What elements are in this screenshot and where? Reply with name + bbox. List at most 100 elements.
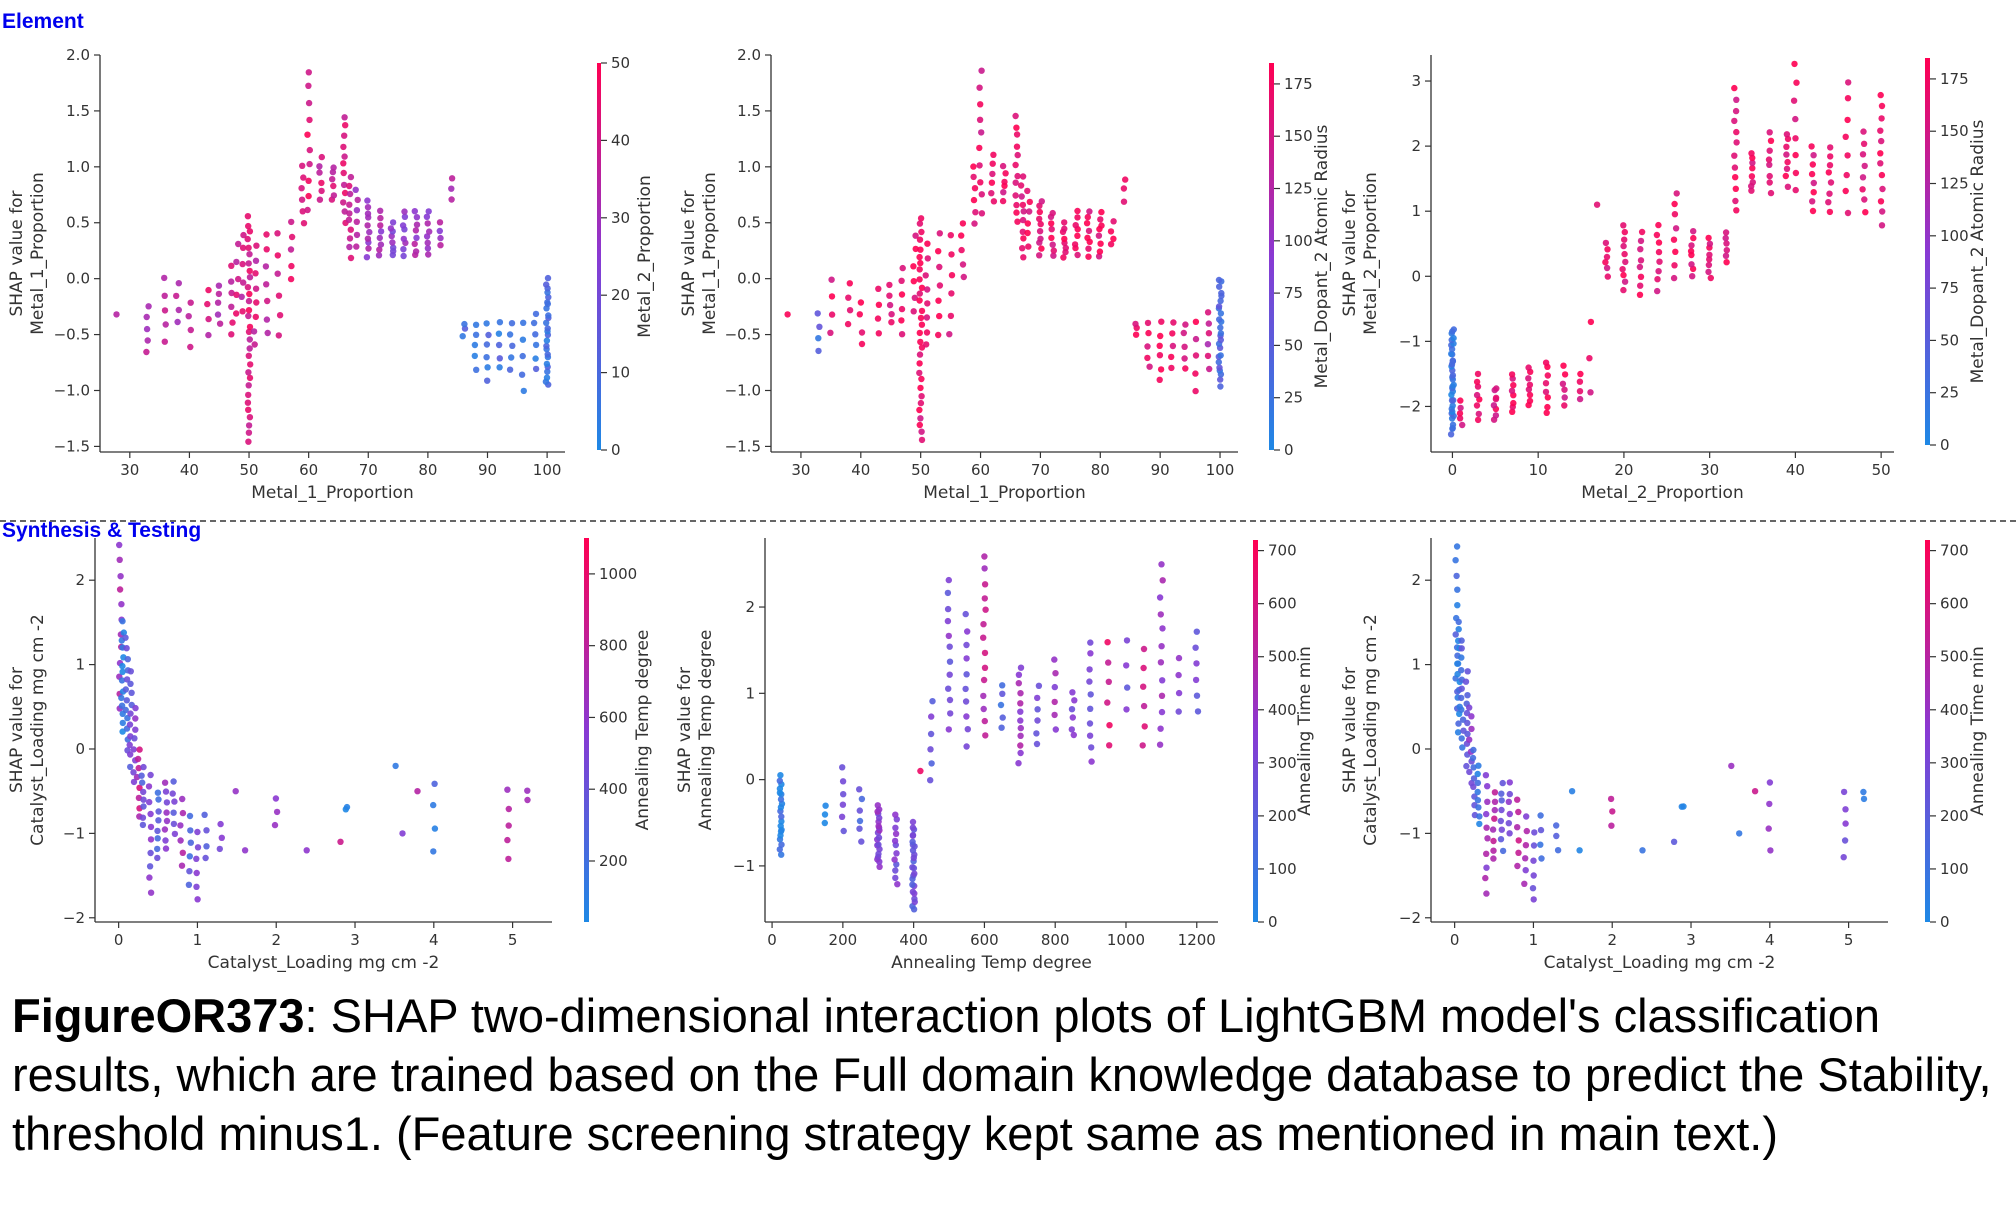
scatter-point xyxy=(246,414,254,421)
scatter-point xyxy=(1688,261,1695,268)
scatter-point xyxy=(1654,287,1661,295)
scatter-point xyxy=(1454,660,1462,667)
scatter-point xyxy=(414,788,421,795)
colorbar-tick-label: 150 xyxy=(1284,127,1313,145)
scatter-point xyxy=(1842,187,1849,195)
scatter-point xyxy=(161,292,168,299)
scatter-point xyxy=(1025,243,1032,250)
scatter-point xyxy=(353,243,360,250)
scatter-point xyxy=(935,297,942,304)
scatter-point xyxy=(423,213,431,220)
scatter-point xyxy=(1459,421,1466,429)
x-tick-label: 5 xyxy=(508,931,518,949)
colorbar xyxy=(597,63,601,450)
scatter-point xyxy=(777,796,785,803)
scatter-point xyxy=(1015,760,1022,767)
scatter-point xyxy=(976,162,983,169)
scatter-point xyxy=(139,779,146,786)
scatter-point xyxy=(377,241,385,248)
colorbar-tick-label: 50 xyxy=(1284,336,1303,354)
y-tick-label: 1 xyxy=(1411,202,1421,220)
scatter-point xyxy=(936,263,943,271)
scatter-point xyxy=(518,371,526,378)
scatter-point xyxy=(1193,692,1201,699)
scatter-point xyxy=(245,369,252,376)
scatter-point xyxy=(875,822,882,830)
scatter-point xyxy=(1620,242,1627,250)
scatter-point xyxy=(1070,731,1078,739)
scatter-point xyxy=(271,821,279,829)
scatter-point xyxy=(263,231,270,238)
scatter-point xyxy=(970,196,978,204)
scatter-point xyxy=(784,311,791,318)
scatter-point xyxy=(1767,137,1775,144)
x-tick-label: 30 xyxy=(1700,461,1719,479)
scatter-point xyxy=(1051,656,1058,663)
scatter-point xyxy=(828,276,835,283)
scatter-point xyxy=(935,331,942,339)
scatter-point xyxy=(186,868,193,875)
scatter-point xyxy=(1013,209,1020,216)
scatter-point xyxy=(263,316,271,323)
scatter-point xyxy=(1766,800,1773,808)
scatter-point xyxy=(964,726,971,733)
scatter-point xyxy=(1107,228,1115,235)
scatter-point xyxy=(413,234,420,241)
colorbar-label: Annealing Temp degree xyxy=(633,630,653,831)
scatter-point xyxy=(263,246,270,253)
scatter-point xyxy=(1061,225,1068,232)
scatter-point xyxy=(1506,830,1513,837)
scatter-point xyxy=(999,162,1007,170)
scatter-point xyxy=(274,252,281,259)
scatter-point xyxy=(202,854,209,862)
scatter-point xyxy=(1217,330,1225,337)
x-tick-label: 1 xyxy=(1529,931,1539,949)
x-tick-label: 60 xyxy=(971,461,990,479)
scatter-point xyxy=(144,337,151,344)
scatter-point xyxy=(143,325,151,333)
scatter-point xyxy=(411,240,418,248)
scatter-point xyxy=(1473,391,1481,399)
y-tick-label: −2 xyxy=(63,909,85,927)
scatter-point xyxy=(1859,186,1866,193)
scatter-point xyxy=(193,855,200,862)
scatter-point xyxy=(1453,543,1461,550)
scatter-point xyxy=(1731,117,1738,125)
scatter-point xyxy=(1083,220,1091,227)
scatter-point xyxy=(1470,764,1477,771)
scatter-point xyxy=(978,67,985,74)
scatter-point xyxy=(1470,746,1477,754)
scatter-point xyxy=(306,146,313,154)
scatter-point xyxy=(430,848,437,855)
scatter-point xyxy=(347,254,355,262)
scatter-point xyxy=(239,308,246,315)
scatter-point xyxy=(1749,165,1756,172)
scatter-point xyxy=(245,422,253,429)
scatter-point xyxy=(1192,352,1200,359)
scatter-points xyxy=(116,541,531,903)
scatter-point xyxy=(1088,744,1095,751)
scatter-point xyxy=(155,808,162,815)
y-tick-label: 0 xyxy=(75,740,85,758)
scatter-point xyxy=(1506,810,1514,818)
scatter-point xyxy=(305,99,313,107)
scatter-point xyxy=(1026,208,1033,215)
scatter-point xyxy=(978,210,986,217)
scatter-point xyxy=(1827,153,1834,160)
scatter-point xyxy=(163,817,171,825)
scatter-point xyxy=(506,331,514,338)
colorbar xyxy=(1253,540,1258,922)
scatter-point xyxy=(246,228,254,235)
x-axis-label: Metal_1_Proportion xyxy=(251,483,413,503)
scatter-point xyxy=(976,144,983,152)
scatter-point xyxy=(1169,342,1177,350)
scatter-point xyxy=(216,320,224,327)
scatter-point xyxy=(135,764,142,772)
scatter-point xyxy=(1782,172,1790,180)
scatter-point xyxy=(145,303,152,310)
scatter-point xyxy=(1877,160,1884,167)
scatter-point xyxy=(162,837,169,844)
scatter-point xyxy=(1215,358,1223,366)
scatter-points xyxy=(776,553,1202,913)
scatter-point xyxy=(472,331,480,338)
